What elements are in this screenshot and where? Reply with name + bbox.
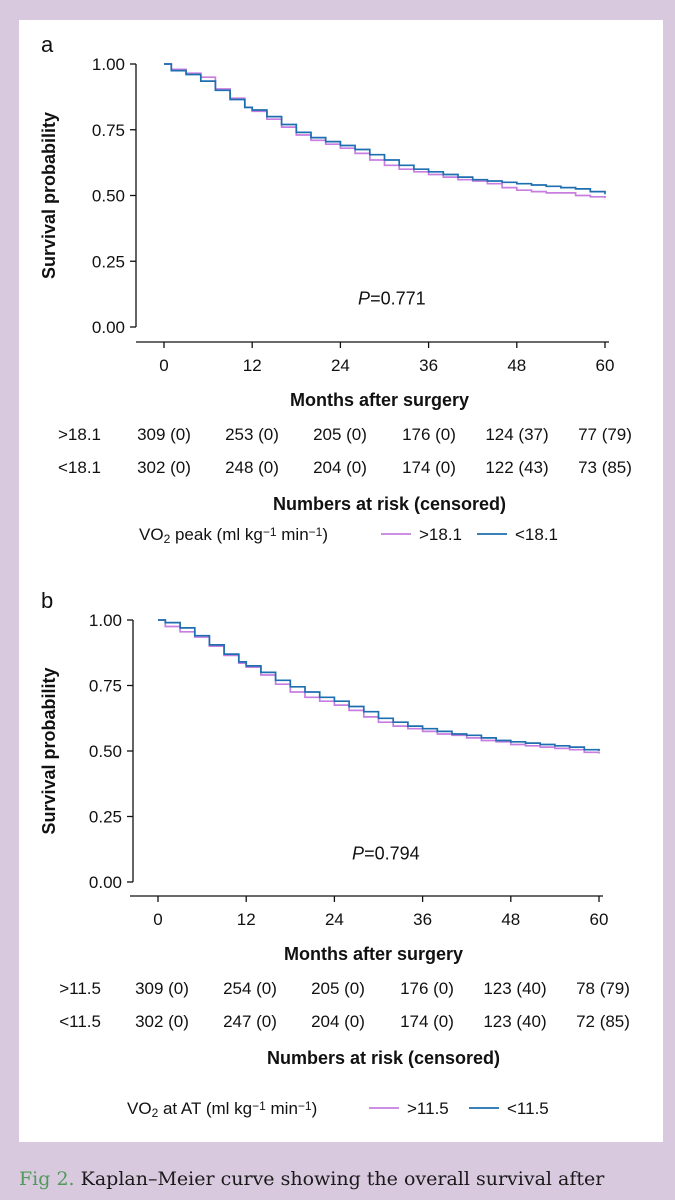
x-axis-title: Months after surgery: [290, 390, 469, 410]
risk-cell: 77 (79): [578, 425, 632, 444]
figure-panel: a 1.00 0.75 0.50 0.25 0.00 Survival probabilit…: [19, 20, 663, 1142]
risk-cell: 248 (0): [225, 458, 279, 477]
risk-cell: 247 (0): [223, 1012, 277, 1031]
legend: VO2 at AT (ml kg−1 min−1) >11.5 <11.5: [127, 1099, 549, 1120]
risk-cell: 205 (0): [311, 979, 365, 998]
survival-curve-low: [158, 619, 600, 751]
survival-curve-high: [158, 619, 600, 754]
legend-label: <11.5: [507, 1099, 549, 1118]
risk-cell: 72 (85): [576, 1012, 630, 1031]
risk-table-title: Numbers at risk (censored): [267, 1048, 500, 1068]
p-value-annotation: P=0.771: [358, 289, 426, 309]
legend: VO2 peak (ml kg−1 min−1) >18.1 <18.1: [139, 525, 558, 546]
km-panel-b: b 1.00 0.75 0.50 0.25 0.00 Survival probabilit…: [39, 588, 630, 1120]
x-tick-label: 0: [159, 356, 168, 375]
y-axis-title: Survival probability: [39, 112, 59, 279]
panel-letter: a: [41, 32, 54, 57]
y-tick-label: 1.00: [92, 55, 125, 74]
p-value-annotation: P=0.794: [352, 844, 420, 864]
x-tick-label: 0: [153, 910, 162, 929]
caption-label: Fig 2.: [19, 1168, 75, 1190]
risk-row-label: <11.5: [59, 1012, 101, 1031]
x-tick-label: 12: [237, 910, 256, 929]
risk-cell: 254 (0): [223, 979, 277, 998]
y-tick-label: 1.00: [89, 611, 122, 630]
y-axis-title: Survival probability: [39, 667, 59, 834]
x-tick-label: 24: [325, 910, 344, 929]
risk-cell: 204 (0): [311, 1012, 365, 1031]
risk-row-label: >18.1: [58, 425, 101, 444]
x-tick-label: 60: [596, 356, 615, 375]
x-tick-label: 48: [501, 910, 520, 929]
risk-cell: 73 (85): [578, 458, 632, 477]
y-tick-label: 0.25: [89, 808, 122, 827]
risk-row-label: >11.5: [59, 979, 101, 998]
y-tick-label: 0.75: [89, 677, 122, 696]
risk-cell: 253 (0): [225, 425, 279, 444]
survival-curve-high: [164, 63, 606, 199]
legend-title: VO2 at AT (ml kg−1 min−1): [127, 1099, 317, 1120]
risk-cell: 309 (0): [135, 979, 189, 998]
km-figure: a 1.00 0.75 0.50 0.25 0.00 Survival probabilit…: [39, 32, 632, 1120]
risk-cell: 176 (0): [402, 425, 456, 444]
y-tick-label: 0.00: [92, 318, 125, 337]
risk-cell: 302 (0): [135, 1012, 189, 1031]
risk-cell: 309 (0): [137, 425, 191, 444]
km-panel-a: a 1.00 0.75 0.50 0.25 0.00 Survival probabilit…: [39, 32, 632, 546]
legend-label: >11.5: [407, 1099, 449, 1118]
y-tick-label: 0.50: [89, 742, 122, 761]
x-tick-label: 48: [507, 356, 526, 375]
x-tick-label: 60: [590, 910, 609, 929]
risk-cell: 204 (0): [313, 458, 367, 477]
legend-label: >18.1: [419, 525, 462, 544]
legend-title: VO2 peak (ml kg−1 min−1): [139, 525, 328, 546]
panel-letter: b: [41, 588, 53, 613]
caption-text: Kaplan–Meier curve showing the overall s…: [80, 1168, 605, 1190]
y-tick-label: 0.75: [92, 121, 125, 140]
risk-cell: 176 (0): [400, 979, 454, 998]
y-tick-label: 0.00: [89, 873, 122, 892]
y-tick-label: 0.50: [92, 187, 125, 206]
risk-cell: 123 (40): [483, 1012, 546, 1031]
risk-cell: 78 (79): [576, 979, 630, 998]
risk-cell: 124 (37): [485, 425, 548, 444]
risk-cell: 205 (0): [313, 425, 367, 444]
risk-table-title: Numbers at risk (censored): [273, 494, 506, 514]
legend-label: <18.1: [515, 525, 558, 544]
risk-cell: 174 (0): [402, 458, 456, 477]
x-tick-label: 36: [419, 356, 438, 375]
figure-caption: Fig 2. Kaplan–Meier curve showing the ov…: [19, 1168, 664, 1190]
risk-row-label: <18.1: [58, 458, 101, 477]
risk-cell: 122 (43): [485, 458, 548, 477]
risk-cell: 302 (0): [137, 458, 191, 477]
x-tick-label: 36: [413, 910, 432, 929]
y-tick-label: 0.25: [92, 252, 125, 271]
x-tick-label: 24: [331, 356, 350, 375]
x-axis-title: Months after surgery: [284, 944, 463, 964]
risk-cell: 174 (0): [400, 1012, 454, 1031]
survival-curve-low: [164, 63, 606, 195]
x-tick-label: 12: [243, 356, 262, 375]
risk-cell: 123 (40): [483, 979, 546, 998]
